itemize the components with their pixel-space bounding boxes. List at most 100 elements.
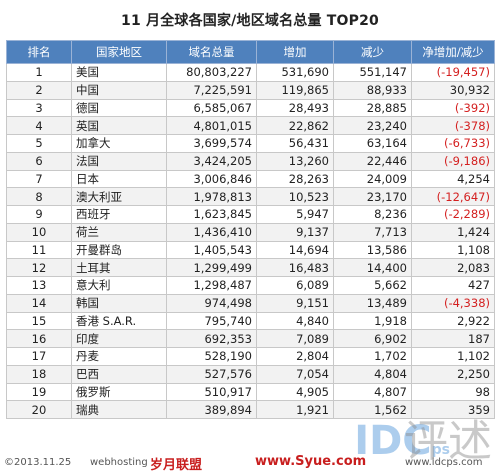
cell-net: (-12,647) bbox=[411, 187, 495, 206]
cell-decrease: 23,170 bbox=[333, 187, 412, 206]
column-header-country: 国家地区 bbox=[71, 40, 167, 64]
cell-increase: 28,263 bbox=[256, 169, 334, 189]
cell-net: 30,932 bbox=[411, 80, 495, 100]
cell-country: 西班牙 bbox=[71, 205, 167, 224]
cell-increase: 5,947 bbox=[256, 205, 334, 224]
cell-country: 瑞典 bbox=[71, 400, 167, 419]
cell-net: 2,083 bbox=[411, 258, 495, 277]
cell-net: (-392) bbox=[411, 98, 495, 118]
seal-watermark: 评述 bbox=[404, 416, 492, 467]
cell-country: 香港 S.A.R. bbox=[71, 311, 167, 331]
copyright-text: ©2013.11.25 bbox=[4, 457, 72, 468]
cell-country: 意大利 bbox=[71, 276, 167, 295]
table-row: 6 法国 3,424,205 13,260 22,446 (-9,186) bbox=[6, 151, 495, 171]
cell-total: 1,623,845 bbox=[166, 205, 257, 224]
cell-rank: 13 bbox=[6, 276, 72, 295]
table-row: 12 土耳其 1,299,499 16,483 14,400 2,083 bbox=[6, 258, 495, 277]
cell-total: 692,353 bbox=[166, 329, 257, 348]
domain-ranking-table: 排名 国家地区 域名总量 增加 减少 净增加/减少 1 美国 80,803,227 5… bbox=[6, 40, 495, 419]
cell-total: 527,576 bbox=[166, 364, 257, 384]
cell-increase: 4,905 bbox=[256, 382, 334, 402]
cell-total: 6,585,067 bbox=[166, 98, 257, 118]
cell-total: 3,699,574 bbox=[166, 134, 257, 153]
cell-decrease: 28,885 bbox=[333, 98, 412, 118]
column-header-increase: 增加 bbox=[256, 40, 334, 64]
cell-country: 日本 bbox=[71, 169, 167, 189]
cell-increase: 531,690 bbox=[256, 63, 334, 82]
table-row: 4 英国 4,801,015 22,862 23,240 (-378) bbox=[6, 116, 495, 135]
cell-country: 巴西 bbox=[71, 364, 167, 384]
cell-net: (-4,338) bbox=[411, 293, 495, 313]
table-body: 1 美国 80,803,227 531,690 551,147 (-19,457) 2 中国 7… bbox=[6, 63, 495, 419]
table-row: 8 澳大利亚 1,978,813 10,523 23,170 (-12,647) bbox=[6, 187, 495, 206]
cell-rank: 18 bbox=[6, 364, 72, 384]
cell-rank: 9 bbox=[6, 205, 72, 224]
cell-net: 2,250 bbox=[411, 364, 495, 384]
cell-increase: 4,840 bbox=[256, 311, 334, 331]
cell-total: 1,299,499 bbox=[166, 258, 257, 277]
table-row: 13 意大利 1,298,487 6,089 5,662 427 bbox=[6, 276, 495, 295]
cell-increase: 6,089 bbox=[256, 276, 334, 295]
cell-country: 法国 bbox=[71, 151, 167, 171]
table-row: 19 俄罗斯 510,917 4,905 4,807 98 bbox=[6, 382, 495, 402]
table-title: 11 月全球各国家/地区域名总量 TOP20 bbox=[121, 13, 379, 29]
cell-decrease: 1,702 bbox=[333, 347, 412, 366]
cell-increase: 13,260 bbox=[256, 151, 334, 171]
cell-rank: 4 bbox=[6, 116, 72, 135]
cell-country: 荷兰 bbox=[71, 222, 167, 242]
footer-watermark: ©2013.11.25 webhosting 岁月联盟 www.Syue.com… bbox=[0, 452, 500, 473]
cell-rank: 15 bbox=[6, 311, 72, 331]
cell-net: 1,424 bbox=[411, 222, 495, 242]
cell-net: 187 bbox=[411, 329, 495, 348]
table-row: 3 德国 6,585,067 28,493 28,885 (-392) bbox=[6, 98, 495, 118]
cell-rank: 12 bbox=[6, 258, 72, 277]
cell-net: (-19,457) bbox=[411, 63, 495, 82]
cell-total: 795,740 bbox=[166, 311, 257, 331]
column-header-net: 净增加/减少 bbox=[411, 40, 495, 64]
cell-country: 开曼群岛 bbox=[71, 240, 167, 260]
cell-net: 1,102 bbox=[411, 347, 495, 366]
cell-decrease: 6,902 bbox=[333, 329, 412, 348]
cell-decrease: 14,400 bbox=[333, 258, 412, 277]
cell-country: 澳大利亚 bbox=[71, 187, 167, 206]
cell-rank: 1 bbox=[6, 63, 72, 82]
cell-decrease: 5,662 bbox=[333, 276, 412, 295]
cell-decrease: 13,586 bbox=[333, 240, 412, 260]
cell-decrease: 7,713 bbox=[333, 222, 412, 242]
cell-increase: 22,862 bbox=[256, 116, 334, 135]
cell-total: 389,894 bbox=[166, 400, 257, 419]
table-row: 20 瑞典 389,894 1,921 1,562 359 bbox=[6, 400, 495, 419]
cell-decrease: 23,240 bbox=[333, 116, 412, 135]
cell-net: (-6,733) bbox=[411, 134, 495, 153]
cell-country: 土耳其 bbox=[71, 258, 167, 277]
cell-rank: 11 bbox=[6, 240, 72, 260]
cell-net: (-9,186) bbox=[411, 151, 495, 171]
cell-country: 德国 bbox=[71, 98, 167, 118]
cell-increase: 2,804 bbox=[256, 347, 334, 366]
cell-increase: 7,089 bbox=[256, 329, 334, 348]
cell-total: 974,498 bbox=[166, 293, 257, 313]
cell-rank: 20 bbox=[6, 400, 72, 419]
cell-rank: 7 bbox=[6, 169, 72, 189]
cell-rank: 2 bbox=[6, 80, 72, 100]
cell-rank: 10 bbox=[6, 222, 72, 242]
cell-increase: 56,431 bbox=[256, 134, 334, 153]
table-row: 14 韩国 974,498 9,151 13,489 (-4,338) bbox=[6, 293, 495, 313]
logo-text: IDC bbox=[354, 418, 432, 464]
cell-total: 1,978,813 bbox=[166, 187, 257, 206]
column-header-rank: 排名 bbox=[6, 40, 72, 64]
logo-sub-text: ps bbox=[431, 442, 450, 458]
table-row: 10 荷兰 1,436,410 9,137 7,713 1,424 bbox=[6, 222, 495, 242]
cell-increase: 28,493 bbox=[256, 98, 334, 118]
cell-decrease: 13,489 bbox=[333, 293, 412, 313]
cell-rank: 5 bbox=[6, 134, 72, 153]
cell-country: 俄罗斯 bbox=[71, 382, 167, 402]
cell-increase: 16,483 bbox=[256, 258, 334, 277]
cell-total: 510,917 bbox=[166, 382, 257, 402]
table-row: 5 加拿大 3,699,574 56,431 63,164 (-6,733) bbox=[6, 134, 495, 153]
cell-decrease: 1,918 bbox=[333, 311, 412, 331]
cell-total: 1,405,543 bbox=[166, 240, 257, 260]
cell-decrease: 63,164 bbox=[333, 134, 412, 153]
cell-total: 1,298,487 bbox=[166, 276, 257, 295]
table-header-row: 排名 国家地区 域名总量 增加 减少 净增加/减少 bbox=[6, 40, 495, 64]
